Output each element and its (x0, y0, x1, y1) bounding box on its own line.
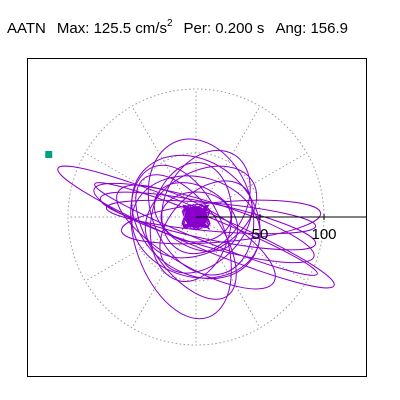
trace-ellipse (116, 184, 276, 290)
trajectory-traces (57, 138, 335, 320)
grid-spoke-60 (195, 105, 261, 218)
trace-loop-15 (131, 175, 261, 279)
trace-ellipse (131, 154, 261, 280)
trace-loop-10 (153, 182, 239, 252)
trace-ellipse (159, 180, 253, 274)
max-unit-exponent: 2 (166, 18, 173, 29)
trace-loop-1 (93, 182, 315, 264)
max-value: 125.5 cm/s (93, 20, 167, 37)
trace-loop-11 (159, 180, 253, 274)
trace-ellipse (149, 162, 233, 282)
angle-label: Ang: (275, 20, 307, 37)
station-code: AATN (7, 20, 46, 37)
tick-label-50: 50 (252, 226, 269, 243)
trace-loop-7 (144, 165, 258, 259)
trace-loop-13 (130, 164, 232, 320)
grid-spoke-330 (195, 216, 308, 282)
trace-loop-12 (149, 162, 233, 282)
trace-ellipse (93, 182, 315, 264)
grid-spoke-300 (195, 216, 261, 329)
trace-ellipse (120, 199, 322, 245)
trace-ellipse (147, 138, 255, 276)
max-marker-layer (45, 150, 53, 158)
max-marker (45, 150, 53, 158)
trace-loop-4 (120, 199, 322, 245)
trace-ellipse (94, 182, 318, 276)
angle-value: 156.9 (310, 20, 349, 37)
tick-label-100: 100 (311, 226, 336, 243)
trace-ellipse (161, 149, 251, 255)
trace-ellipse (153, 182, 239, 252)
trace-loop-3 (94, 182, 318, 276)
plot-frame (27, 58, 367, 377)
trace-loop-9 (147, 138, 255, 276)
plot-header: AATN Max: 125.5 cm/s2 Per: 0.200 s Ang: 156… (7, 18, 348, 37)
period-value: 0.200 s (215, 20, 265, 37)
trace-loop-17 (116, 184, 276, 290)
trace-ellipse (130, 164, 232, 320)
trace-loop-6 (131, 154, 261, 280)
trace-loop-16 (161, 149, 251, 255)
max-label: Max: (56, 20, 90, 37)
radial-axis: 50 100 (196, 214, 366, 243)
trace-ellipse (144, 165, 258, 259)
period-label: Per: (183, 20, 212, 37)
trace-ellipse (131, 175, 261, 279)
